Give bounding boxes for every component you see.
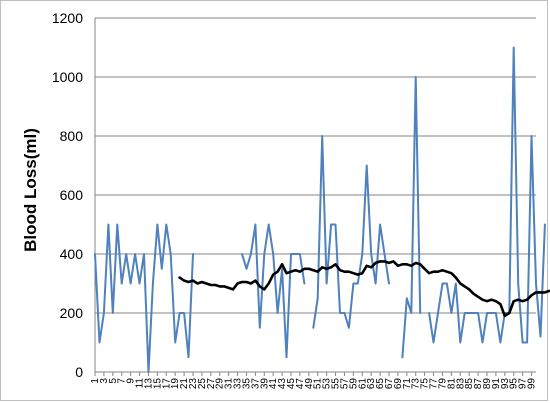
x-tick-label: 1	[90, 378, 101, 384]
x-tick-label: 63	[366, 378, 377, 390]
axes	[94, 18, 536, 376]
x-tick-label: 67	[384, 378, 395, 390]
x-tick-label: 87	[473, 378, 484, 390]
x-tick-label: 69	[393, 378, 404, 390]
x-tick-label: 13	[143, 378, 154, 390]
y-tick-label: 600	[60, 187, 84, 203]
x-tick-label: 19	[170, 378, 181, 390]
x-tick-label: 55	[331, 378, 342, 390]
blood-loss-line	[401, 76, 422, 359]
x-tick-label: 37	[250, 378, 261, 390]
x-tick-label: 51	[313, 378, 324, 390]
x-tick-label: 57	[339, 378, 350, 390]
x-tick-label: 85	[464, 378, 475, 390]
moving-average-line	[178, 260, 550, 318]
blood-loss-line	[241, 223, 306, 359]
x-tick-label: 35	[241, 378, 252, 390]
y-tick-labels: 0 200 400 600 800 1000 1200	[52, 10, 83, 380]
x-tick-label: 97	[518, 378, 529, 390]
y-tick-label: 400	[60, 246, 84, 262]
x-tick-label: 71	[402, 378, 413, 390]
x-tick-label: 95	[509, 378, 520, 390]
x-tick-label: 99	[527, 378, 538, 390]
x-tick-label: 27	[206, 378, 217, 390]
x-tick-label: 93	[500, 378, 511, 390]
x-tick-label: 75	[420, 378, 431, 390]
blood-loss-line	[312, 135, 390, 329]
x-tick-label: 11	[135, 378, 146, 389]
y-tick-label: 1000	[52, 69, 83, 85]
x-tick-label: 15	[152, 378, 163, 390]
x-tick-labels: 1357911131517192123252729313335373941434…	[90, 378, 538, 390]
y-tick-label: 200	[60, 305, 84, 321]
x-tick-label: 47	[295, 378, 306, 390]
x-tick-label: 21	[179, 378, 190, 390]
series-lines	[94, 46, 550, 373]
blood-loss-line	[94, 223, 194, 373]
y-tick-label: 800	[60, 128, 84, 144]
x-tick-label: 25	[197, 378, 208, 390]
x-tick-label: 53	[322, 378, 333, 390]
x-tick-label: 5	[108, 378, 119, 384]
x-tick-label: 41	[268, 378, 279, 390]
x-tick-label: 73	[411, 378, 422, 390]
x-tick-label: 49	[304, 378, 315, 390]
x-tick-label: 3	[99, 378, 110, 384]
x-tick-label: 33	[233, 378, 244, 390]
y-tick-label: 0	[75, 364, 83, 380]
y-axis-label: Blood Loss(ml)	[21, 128, 40, 252]
x-tick-label: 89	[482, 378, 493, 390]
x-tick-label: 77	[429, 378, 440, 390]
x-tick-label: 29	[215, 378, 226, 390]
x-tick-label: 43	[277, 378, 288, 390]
x-tick-label: 61	[357, 378, 368, 390]
x-tick-label: 17	[161, 378, 172, 390]
gridlines	[95, 17, 536, 314]
y-tick-label: 1200	[52, 10, 83, 26]
x-tick-label: 31	[224, 378, 235, 390]
x-tick-label: 45	[286, 378, 297, 390]
x-tick-label: 91	[491, 378, 502, 390]
x-tick-label: 81	[446, 378, 457, 390]
x-tick-label: 9	[126, 378, 137, 384]
x-tick-label: 59	[348, 378, 359, 390]
x-tick-label: 23	[188, 378, 199, 390]
x-tick-label: 39	[259, 378, 270, 390]
x-tick-label: 83	[455, 378, 466, 390]
x-tick-label: 7	[117, 378, 128, 384]
x-tick-label: 65	[375, 378, 386, 390]
x-tick-label: 79	[437, 378, 448, 390]
blood-loss-line	[428, 46, 546, 344]
